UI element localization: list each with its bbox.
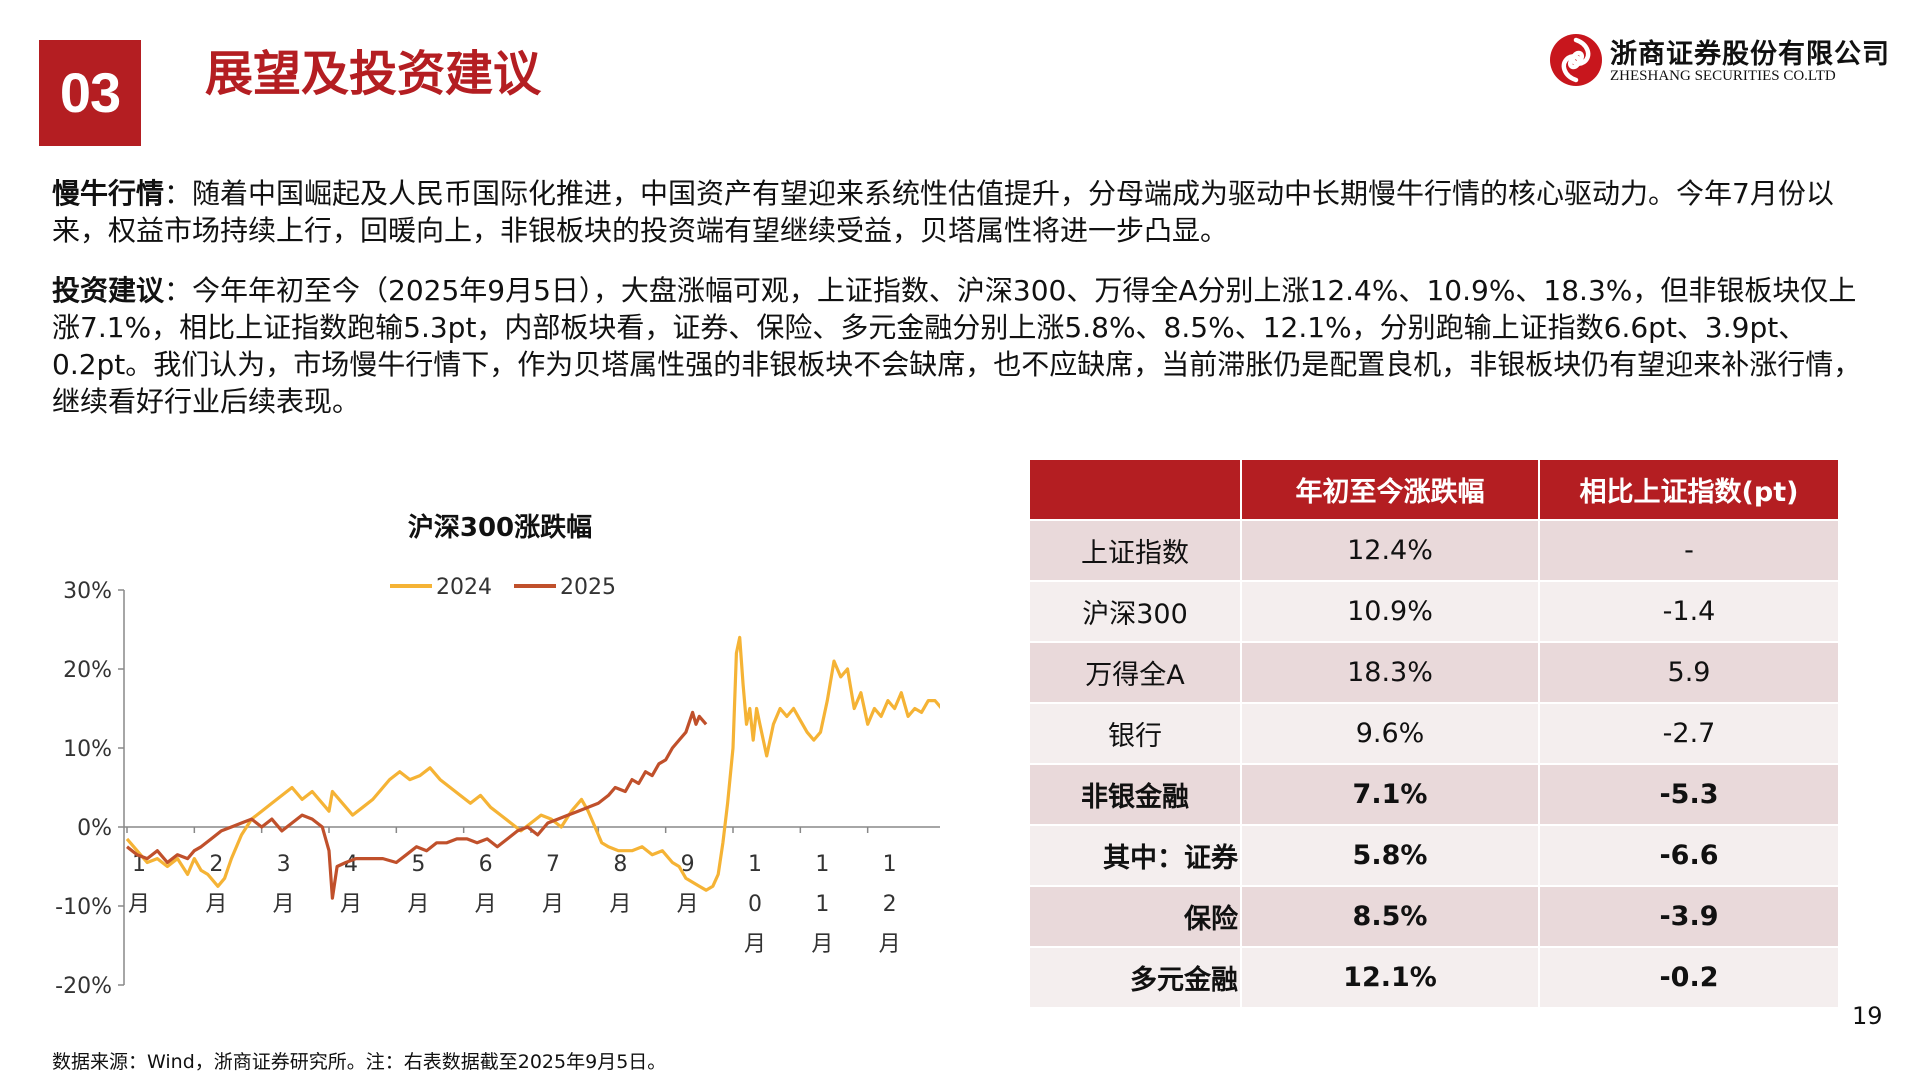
ytd-change-cell: 12.1% (1242, 948, 1538, 1007)
data-source-note: 数据来源：Wind，浙商证券研究所。注：右表数据截至2025年9月5日。 (52, 1051, 667, 1073)
paragraph-text: 随着中国崛起及人民币国际化推进，中国资产有望迎来系统性估值提升，分母端成为驱动中… (52, 177, 1834, 247)
ytd-change-cell: 8.5% (1242, 887, 1538, 946)
ytd-change-cell: 9.6% (1242, 704, 1538, 763)
table-header-cell (1030, 460, 1240, 519)
ytd-change-cell: 18.3% (1242, 643, 1538, 702)
vs-index-cell: -1.4 (1540, 582, 1838, 641)
table-header-row: 年初至今涨跌幅 相比上证指数(pt) (1030, 460, 1838, 519)
paragraph-sep: ： (164, 177, 193, 210)
section-number: 03 (59, 61, 121, 124)
company-logo: 浙商证券股份有限公司 ZHESHANG SECURITIES CO.LTD (1548, 30, 1898, 92)
section-title: 展望及投资建议 (205, 46, 542, 102)
row-name-cell: 银行 (1030, 704, 1240, 763)
table-header-cell: 相比上证指数(pt) (1540, 460, 1838, 519)
table-row: 万得全A 18.3% 5.9 (1030, 643, 1838, 702)
legend-label-2025: 2025 (560, 575, 616, 600)
zheshang-logo-icon (1550, 34, 1602, 86)
paragraph-lead: 投资建议 (52, 274, 165, 307)
y-tick-label: 30% (63, 579, 112, 604)
logo-company-name-cn: 浙商证券股份有限公司 (1610, 39, 1890, 70)
y-tick-label: -20% (55, 974, 112, 999)
table-row: 上证指数 12.4% - (1030, 521, 1838, 580)
paragraph-slow-bull: 慢牛行情：随着中国崛起及人民币国际化推进，中国资产有望迎来系统性估值提升，分母端… (52, 175, 1867, 249)
table-header-cell: 年初至今涨跌幅 (1242, 460, 1538, 519)
ytd-change-cell: 7.1% (1242, 765, 1538, 824)
logo-company-name-en: ZHESHANG SECURITIES CO.LTD (1610, 68, 1836, 84)
y-tick-label: -10% (55, 895, 112, 920)
row-name-cell: 多元金融 (1030, 948, 1240, 1007)
y-tick-label: 0% (77, 816, 112, 841)
y-tick-label: 10% (63, 737, 112, 762)
row-name-cell: 上证指数 (1030, 521, 1240, 580)
paragraph-sep: ： (164, 274, 193, 307)
ytd-change-cell: 10.9% (1242, 582, 1538, 641)
section-badge (39, 40, 141, 146)
performance-table: 年初至今涨跌幅 相比上证指数(pt) 上证指数 12.4% - 沪深300 10.9% -… (1028, 458, 1840, 1009)
series-line-2024 (125, 635, 940, 892)
table-row: 其中：证券 5.8% -6.6 (1030, 826, 1838, 885)
page-number: 19 (1852, 1002, 1883, 1030)
ytd-change-cell: 5.8% (1242, 826, 1538, 885)
row-name-cell: 非银金融 (1030, 765, 1240, 824)
row-name-cell: 沪深300 (1030, 582, 1240, 641)
ytd-change-cell: 12.4% (1242, 521, 1538, 580)
vs-index-cell: -0.2 (1540, 948, 1838, 1007)
table-row: 银行 9.6% -2.7 (1030, 704, 1838, 763)
vs-index-cell: 5.9 (1540, 643, 1838, 702)
table-row: 沪深300 10.9% -1.4 (1030, 582, 1838, 641)
legend-label-2024: 2024 (436, 575, 492, 600)
series-line-2025 (126, 710, 708, 900)
vs-index-cell: - (1540, 521, 1838, 580)
vs-index-cell: -6.6 (1540, 826, 1838, 885)
row-name-cell: 其中：证券 (1030, 826, 1240, 885)
paragraph-text: 今年年初至今（2025年9月5日），大盘涨幅可观，上证指数、沪深300、万得全A… (52, 274, 1862, 418)
paragraph-investment-advice: 投资建议：今年年初至今（2025年9月5日），大盘涨幅可观，上证指数、沪深300… (52, 272, 1867, 420)
table-row: 保险 8.5% -3.9 (1030, 887, 1838, 946)
vs-index-cell: -2.7 (1540, 704, 1838, 763)
table-row: 非银金融 7.1% -5.3 (1030, 765, 1838, 824)
table-row: 多元金融 12.1% -0.2 (1030, 948, 1838, 1007)
chart-title: 沪深300涨跌幅 (408, 513, 592, 543)
paragraph-lead: 慢牛行情 (52, 177, 165, 210)
vs-index-cell: -5.3 (1540, 765, 1838, 824)
row-name-cell: 保险 (1030, 887, 1240, 946)
row-name-cell: 万得全A (1030, 643, 1240, 702)
y-tick-label: 20% (63, 658, 112, 683)
vs-index-cell: -3.9 (1540, 887, 1838, 946)
